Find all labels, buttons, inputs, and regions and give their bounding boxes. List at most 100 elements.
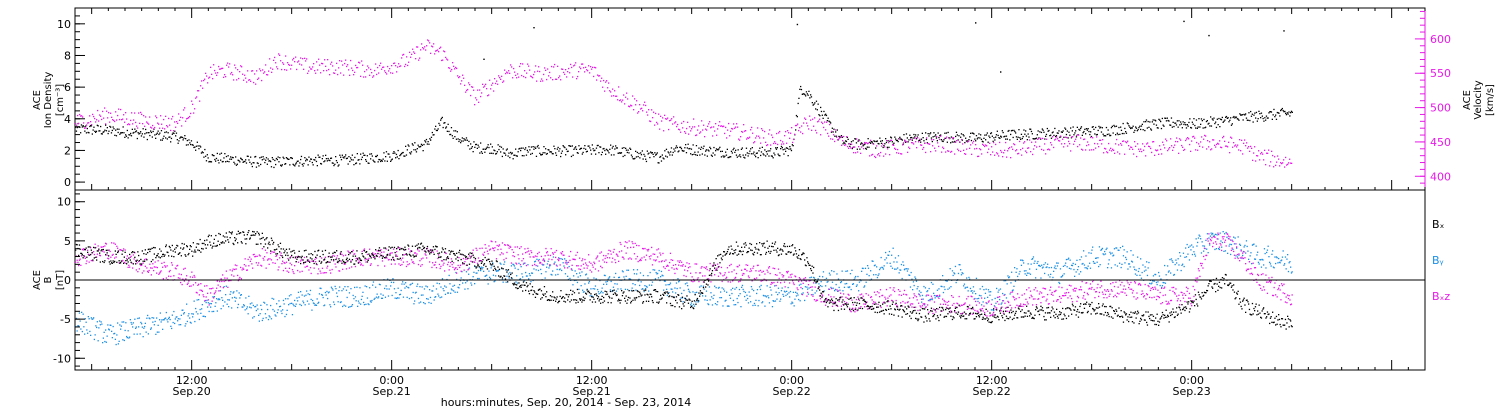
velocity-point bbox=[365, 76, 367, 78]
velocity-point bbox=[100, 115, 102, 117]
ion-density-point bbox=[702, 147, 704, 150]
by-point bbox=[993, 305, 996, 307]
bz-point bbox=[234, 268, 236, 271]
velocity-point bbox=[1100, 139, 1102, 141]
ion-density-point bbox=[1220, 119, 1223, 121]
bz-point bbox=[386, 257, 388, 259]
ion-density-point bbox=[630, 154, 633, 156]
ion-density-point bbox=[477, 144, 479, 146]
by-point bbox=[355, 300, 357, 302]
ion-density-point bbox=[84, 130, 86, 132]
bz-point bbox=[582, 258, 584, 260]
ion-density-point bbox=[114, 134, 116, 136]
ion-density-point bbox=[1036, 134, 1038, 136]
ion-density-point bbox=[616, 147, 618, 149]
velocity-point bbox=[359, 62, 361, 64]
ion-density-point bbox=[690, 148, 693, 150]
velocity-point bbox=[1025, 150, 1027, 152]
velocity-point bbox=[975, 144, 977, 146]
ion-density-point bbox=[590, 153, 593, 155]
by-point bbox=[1232, 248, 1234, 250]
ion-density-point bbox=[681, 149, 683, 152]
bz-point bbox=[445, 252, 447, 255]
by-point bbox=[228, 299, 230, 301]
ion-density-point bbox=[118, 128, 120, 130]
by-point bbox=[585, 274, 587, 276]
ion-density-point bbox=[318, 156, 320, 158]
by-point bbox=[582, 291, 585, 293]
bz-point bbox=[381, 260, 384, 262]
ion-density-point bbox=[1035, 138, 1037, 140]
bz-point bbox=[81, 248, 83, 250]
by-point bbox=[1019, 270, 1021, 273]
ion-density-point bbox=[848, 143, 850, 145]
bz-point bbox=[349, 252, 351, 255]
by-point bbox=[180, 324, 182, 326]
by-point bbox=[1230, 243, 1233, 246]
ion-density-point bbox=[150, 130, 152, 132]
by-point bbox=[474, 266, 477, 268]
ion-density-point bbox=[300, 155, 303, 158]
velocity-point bbox=[1244, 139, 1246, 141]
velocity-point bbox=[496, 80, 498, 82]
by-point bbox=[801, 288, 804, 290]
velocity-point bbox=[942, 146, 944, 148]
bz-point bbox=[189, 285, 191, 287]
ion-density-point bbox=[747, 155, 749, 157]
by-point bbox=[500, 263, 502, 265]
velocity-point bbox=[874, 155, 876, 158]
velocity-point bbox=[640, 108, 642, 110]
velocity-point bbox=[1175, 140, 1177, 143]
by-point bbox=[498, 269, 500, 271]
ion-density-point bbox=[855, 142, 858, 144]
by-point bbox=[148, 317, 150, 319]
bz-point bbox=[317, 273, 319, 275]
bz-point bbox=[374, 256, 376, 258]
by-point bbox=[419, 286, 421, 288]
ion-density-point bbox=[1127, 123, 1129, 125]
by-point bbox=[1251, 244, 1254, 246]
by-point bbox=[821, 285, 823, 288]
ion-density-point bbox=[113, 128, 115, 130]
velocity-point bbox=[557, 65, 559, 67]
ion-density-point bbox=[140, 131, 142, 133]
bz-point bbox=[243, 268, 245, 270]
bz-point bbox=[396, 255, 399, 257]
velocity-point bbox=[1206, 148, 1208, 150]
velocity-point bbox=[1023, 142, 1025, 144]
velocity-point bbox=[921, 144, 923, 146]
velocity-point bbox=[1095, 147, 1097, 149]
by-point bbox=[418, 302, 420, 304]
ion-density-point bbox=[124, 136, 126, 138]
ion-density-point bbox=[184, 135, 186, 137]
by-point bbox=[494, 280, 496, 282]
ion-density-point bbox=[1051, 132, 1053, 134]
velocity-point bbox=[903, 142, 905, 144]
by-point bbox=[789, 290, 792, 293]
bz-point bbox=[203, 296, 205, 298]
by-point bbox=[733, 304, 735, 306]
by-point bbox=[159, 319, 161, 321]
by-point bbox=[124, 329, 126, 332]
velocity-point bbox=[502, 81, 504, 83]
ion-density-point bbox=[1124, 127, 1126, 130]
by-point bbox=[595, 278, 597, 280]
by-point bbox=[1175, 259, 1177, 261]
velocity-point bbox=[695, 134, 697, 137]
velocity-point bbox=[269, 58, 271, 60]
ion-density-point bbox=[335, 156, 337, 158]
ion-density-point bbox=[269, 160, 271, 162]
velocity-point bbox=[960, 150, 962, 152]
velocity-point bbox=[143, 115, 145, 117]
by-point bbox=[1269, 263, 1272, 265]
ion-density-point bbox=[154, 134, 156, 136]
ion-density-point bbox=[929, 133, 931, 135]
by-point bbox=[615, 290, 618, 292]
by-point bbox=[870, 278, 873, 280]
by-point bbox=[1015, 271, 1017, 273]
ion-density-point bbox=[688, 148, 690, 150]
ion-density-point bbox=[783, 153, 785, 155]
bz-point bbox=[213, 293, 215, 295]
by-point bbox=[381, 297, 384, 299]
velocity-point bbox=[163, 118, 165, 121]
